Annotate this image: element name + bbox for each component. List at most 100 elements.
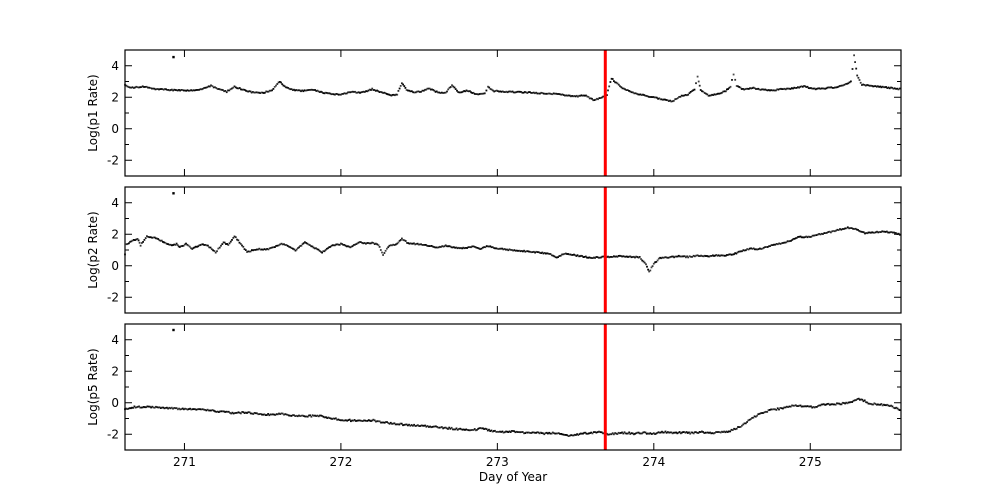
data-point [503,248,506,250]
data-point [553,255,556,258]
data-point [180,408,183,410]
data-point [836,86,839,89]
data-point [507,431,510,433]
data-point [277,244,280,247]
data-point [417,424,419,426]
data-point [513,249,516,251]
data-point [176,408,179,411]
data-point [723,430,726,433]
data-point [607,255,609,258]
data-point [455,246,458,249]
data-point [329,246,332,248]
y-tick-label: 2 [111,364,119,378]
data-point [858,230,860,232]
data-point [229,240,232,243]
data-point [174,407,177,410]
data-point [396,423,398,426]
data-point [553,432,555,435]
data-point [338,419,341,421]
data-point [204,409,206,411]
data-point [511,90,514,93]
data-point [847,401,850,404]
x-tick-label: 273 [486,455,509,469]
data-point [845,401,848,404]
data-point [437,426,440,429]
data-point [261,91,264,94]
data-point [501,430,504,433]
data-point [187,244,190,247]
data-point [345,245,348,248]
data-point [749,418,752,420]
data-point [168,406,171,409]
data-point [249,412,252,415]
data-point [253,412,256,414]
data-point [737,250,740,253]
data-point [431,245,434,248]
data-point [351,245,354,247]
data-point [396,242,399,245]
data-point [735,427,738,430]
data-point [500,431,503,433]
data-point [642,93,644,96]
data-point [190,247,192,250]
data-point [813,406,816,409]
data-point [556,93,559,95]
data-point [633,255,635,258]
data-point [372,89,375,91]
data-point [362,90,365,93]
data-point [608,433,611,436]
data-point [211,409,214,411]
data-point [675,98,678,100]
data-point [539,431,542,434]
data-point [410,90,413,93]
data-point [642,260,645,263]
data-point [576,254,579,257]
data-point [506,430,508,433]
data-point [734,428,737,431]
data-point [488,245,490,248]
data-point [412,242,414,245]
data-point [436,426,438,428]
data-point [494,429,496,432]
data-point [131,406,133,409]
data-point [897,408,900,411]
data-point [789,88,792,90]
data-point [494,247,496,250]
data-point [788,87,791,90]
data-point [671,432,674,435]
data-point [485,428,488,430]
data-point [750,247,752,250]
data-point [770,244,773,246]
data-point [849,227,852,229]
data-point [220,88,223,91]
data-point [585,432,588,435]
data-point [777,243,779,246]
data-point [876,230,878,233]
data-point [312,414,315,417]
data-point [356,91,359,94]
data-point [153,236,156,239]
data-point [517,90,520,93]
data-point [497,90,499,92]
data-point [633,92,636,95]
data-point [715,254,718,256]
data-point [566,94,569,97]
data-point [614,432,616,434]
data-point [745,249,747,252]
data-point [350,420,352,423]
data-point [839,84,842,87]
data-point [531,92,534,94]
data-point [373,89,376,91]
data-point [620,255,622,257]
data-point [127,86,130,88]
x-tick-label: 271 [173,455,196,469]
data-point [342,243,345,246]
data-point [201,87,204,90]
data-point [310,415,313,418]
data-point [190,408,193,411]
data-point [640,432,642,435]
data-point [587,256,589,259]
data-point [139,86,141,89]
data-point [294,89,296,92]
